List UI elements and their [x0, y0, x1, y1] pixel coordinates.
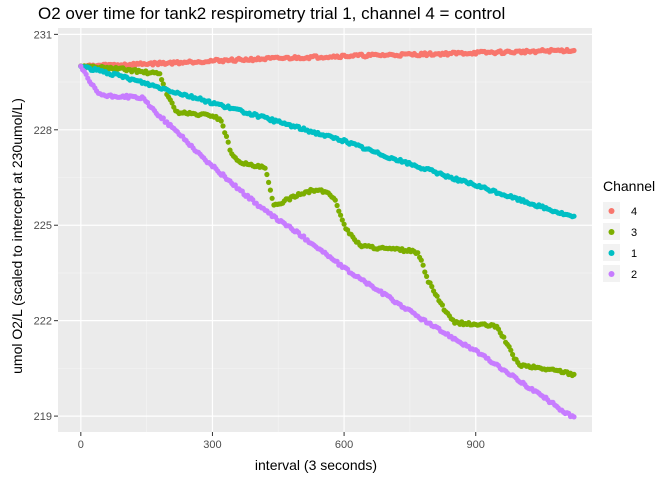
data-point — [420, 262, 426, 268]
data-point — [424, 273, 430, 279]
legend-label: 4 — [631, 206, 637, 218]
data-point — [439, 302, 445, 308]
data-point — [418, 257, 424, 263]
data-point — [571, 213, 577, 219]
data-point — [434, 293, 440, 299]
data-point — [415, 250, 421, 256]
data-point — [508, 347, 514, 353]
data-point — [225, 139, 231, 145]
x-axis: 0 300 600 900 — [78, 432, 485, 451]
legend-label: 1 — [631, 248, 637, 260]
data-point — [160, 81, 166, 87]
legend-title: Channel — [603, 178, 655, 194]
legend-key — [608, 250, 615, 256]
data-point — [336, 208, 342, 214]
data-point — [334, 202, 340, 209]
data-point — [509, 351, 516, 358]
data-point — [159, 77, 165, 83]
data-point — [262, 165, 268, 171]
data-point — [501, 334, 507, 340]
legend-key — [608, 229, 615, 235]
data-point — [339, 217, 345, 223]
series-3 — [78, 63, 577, 379]
x-axis-title: interval (3 seconds) — [255, 457, 377, 473]
y-tick-label: 219 — [34, 411, 52, 423]
plot-panel — [58, 28, 592, 432]
data-point — [338, 212, 344, 218]
data-point — [169, 100, 175, 106]
y-tick-label: 225 — [34, 220, 52, 232]
data-point — [422, 269, 428, 275]
legend-key — [608, 208, 615, 214]
y-axis: 219 222 225 228 231 — [34, 29, 58, 423]
data-point — [571, 414, 577, 420]
data-point — [264, 171, 270, 178]
grid-lines — [58, 28, 592, 432]
data-point — [267, 187, 273, 193]
data-point — [157, 71, 163, 77]
legend-label: 2 — [631, 269, 637, 281]
data-point — [571, 371, 577, 377]
legend-label: 3 — [631, 227, 637, 239]
data-point — [301, 233, 307, 239]
data-point — [269, 195, 275, 201]
data-point — [341, 221, 347, 227]
chart-title: O2 over time for tank2 respirometry tria… — [38, 4, 505, 23]
series-2 — [78, 63, 577, 420]
data-point — [429, 283, 435, 290]
data-point — [266, 179, 272, 185]
y-tick-label: 231 — [34, 29, 52, 41]
x-tick-label: 0 — [78, 439, 84, 451]
data-point — [160, 115, 166, 121]
legend: Channel 4 3 1 2 — [603, 178, 655, 282]
y-tick-label: 228 — [34, 125, 52, 137]
x-tick-label: 900 — [467, 439, 485, 451]
data-point — [571, 47, 577, 54]
x-tick-label: 300 — [203, 439, 221, 451]
data-point — [220, 123, 226, 129]
data-points — [78, 46, 577, 420]
y-axis-title: umol O2/L (scaled to intercept at 230umo… — [9, 98, 25, 374]
x-tick-label: 600 — [335, 439, 353, 451]
data-point — [83, 71, 89, 77]
y-tick-label: 222 — [34, 316, 52, 328]
legend-key — [608, 271, 615, 277]
data-point — [218, 118, 224, 124]
series-1 — [78, 63, 577, 220]
data-point — [332, 197, 338, 203]
data-point — [223, 133, 230, 139]
